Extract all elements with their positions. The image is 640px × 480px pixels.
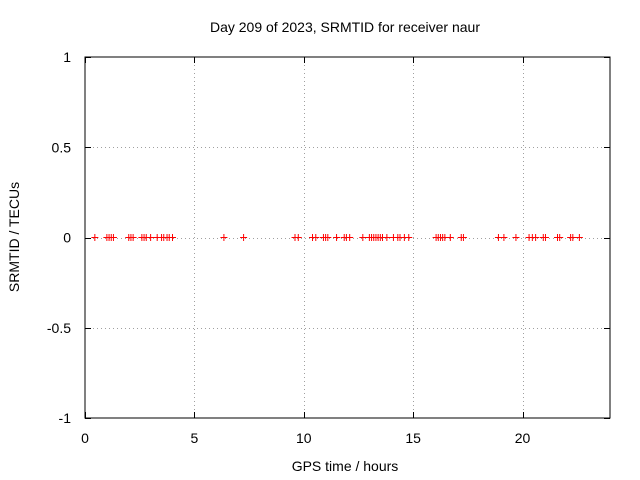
y-axis-label: SRMTID / TECUs [6,182,22,292]
data-point [109,234,117,241]
data-point [532,234,540,241]
plot-frame [84,56,611,419]
y-tick-label: -1 [59,410,72,426]
data-point [359,234,367,241]
x-tick-label: 0 [81,430,89,446]
data-point [220,234,228,241]
data-point [346,234,354,241]
data-point [556,234,564,241]
axis-ticks: 0 5 10 15 20 -1 -0.5 0 0.5 1 [47,49,610,446]
x-axis-label: GPS time / hours [292,458,399,474]
data-point [324,234,332,241]
data-point [294,234,302,241]
data-point [541,234,549,241]
data-point [446,234,454,241]
data-point [383,234,391,241]
y-tick-label: -0.5 [47,320,71,336]
x-tick-label: 5 [190,430,198,446]
data-point [169,234,176,241]
data-point [459,234,467,241]
data-point [129,234,137,241]
data-point [512,234,520,241]
data-point [147,234,155,241]
data-point [312,234,320,241]
x-tick-label: 20 [515,430,531,446]
data-point [405,234,413,241]
grid [85,57,610,418]
data-point [91,234,99,241]
data-point [333,234,341,241]
data-point [569,234,577,241]
chart-title: Day 209 of 2023, SRMTID for receiver nau… [210,19,480,35]
data-point [240,234,248,241]
x-tick-label: 10 [296,430,312,446]
y-tick-label: 0.5 [52,139,72,155]
data-point [500,234,508,241]
data-point [575,234,583,241]
data-points [91,234,583,241]
y-tick-label: 1 [63,49,71,65]
y-tick-label: 0 [63,230,71,246]
x-tick-label: 15 [405,430,421,446]
